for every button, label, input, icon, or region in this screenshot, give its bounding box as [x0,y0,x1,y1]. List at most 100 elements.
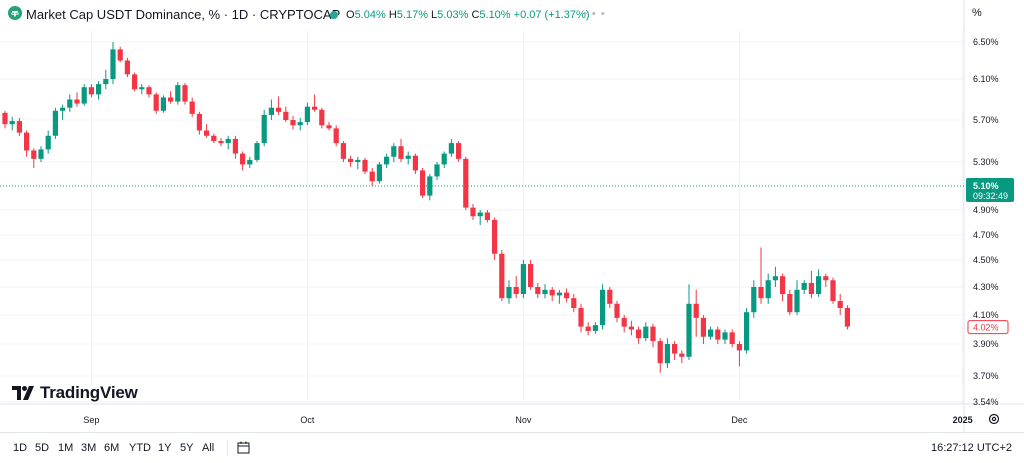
candle-body [628,326,634,330]
utc-clock[interactable]: 16:27:12 UTC+2 [930,442,1012,454]
candle-body [744,312,750,351]
candle-body [211,135,217,141]
close-key: C [471,9,480,21]
price-tick-label: 3.54% [973,397,999,407]
timeframe-5y[interactable]: 5Y [180,442,194,454]
candle-body [168,97,174,102]
candle-body [276,107,282,112]
candle-body [621,317,627,327]
candle-body [549,289,555,296]
candle-body [376,164,382,182]
candle-body [153,94,159,111]
price-tick-label: 4.30% [973,282,999,292]
candle-body [304,106,310,123]
candlestick-chart[interactable]: 6.50% 6.10% 5.70% 5.30% 4.90% 4.70% 4.50% 4.30%… [0,0,1024,432]
candle-body [780,276,786,294]
candle-body [117,49,123,61]
candle-body [700,317,706,337]
price-tick-label: 4.50% [973,255,999,265]
candle-body [312,106,318,110]
current-price-value: 5.10% [973,181,999,191]
time-tick-label: Dec [731,415,748,425]
candle-body [60,107,66,111]
candle-body [196,113,202,131]
candle-body [664,344,670,364]
calendar-range-icon[interactable] [237,441,250,454]
low-key: L [431,9,438,21]
candle-body [636,329,642,339]
candle-body [643,326,649,339]
candle-body [218,141,224,144]
last-price-badge [967,320,1009,335]
candle-body [362,159,368,172]
candle-body [132,74,138,90]
candle-body [736,344,742,351]
candle-body [499,253,505,299]
candle-body [412,155,418,171]
candle-body [175,85,181,102]
price-tick-label: 4.10% [973,310,999,320]
candle-body [607,289,613,304]
candle-body [808,282,814,294]
timeframe-6m[interactable]: 6M [104,442,120,454]
more-options-icon[interactable]: • • • [583,8,606,20]
timeframe-1y[interactable]: 1Y [158,442,172,454]
candle-body [96,84,102,95]
candle-body [448,143,454,154]
settings-gear-icon[interactable] [988,413,1000,425]
candle-body [542,289,548,294]
tradingview-logo-icon [12,386,34,400]
price-tick-label: 4.90% [973,205,999,215]
price-tick-label: 4.70% [973,230,999,240]
toolbar-divider [227,441,228,455]
candle-body [816,276,822,294]
candle-body [801,282,807,290]
candle-body [614,303,620,318]
candle-body [564,292,570,299]
candle-body [794,289,800,313]
symbol-title[interactable]: Market Cap USDT Dominance, % · 1D · CRYP… [26,7,341,22]
candle-body [441,153,447,165]
candle-body [477,212,483,217]
candle-body [391,146,397,157]
candle-body [729,332,735,344]
candle-body [290,120,296,126]
candle-body [492,220,498,254]
candle-body [24,132,30,151]
timeframe-1d[interactable]: 1D [13,442,28,454]
candle-body [124,60,130,75]
open-value: 5.04% [354,9,386,21]
candle-body [146,87,152,95]
timeframe-5d[interactable]: 5D [35,442,50,454]
candle-body [405,155,411,159]
candle-body [139,87,145,90]
candle-body [240,153,246,165]
candle-body [67,99,73,108]
timeframe-ytd[interactable]: YTD [129,442,151,454]
price-tick-label: 6.10% [973,74,999,84]
candle-body [837,301,843,308]
candle-body [398,146,404,159]
candle-body [225,138,231,144]
close-value: 5.10% [479,9,511,21]
candle-body [81,87,87,104]
candle-body [592,325,598,331]
candle-body [9,121,15,125]
timeframe-1m[interactable]: 1M [58,442,74,454]
candle-body [268,107,274,115]
percent-scale-toggle[interactable]: % [972,7,982,19]
candle-body [333,128,339,144]
market-status-dot [330,11,338,19]
timeframe-3m[interactable]: 3M [81,442,97,454]
candle-body [772,276,778,281]
change-value: +0.07 (+1.37%) [513,9,590,21]
candle-body [355,159,361,162]
candle-body [261,114,267,144]
candle-body [420,170,426,196]
candle-body [427,176,433,196]
candle-body [722,332,728,340]
tether-logo-icon [8,6,22,20]
candle-body [434,164,440,177]
timeframe-all[interactable]: All [202,442,215,454]
candle-body [679,353,685,357]
